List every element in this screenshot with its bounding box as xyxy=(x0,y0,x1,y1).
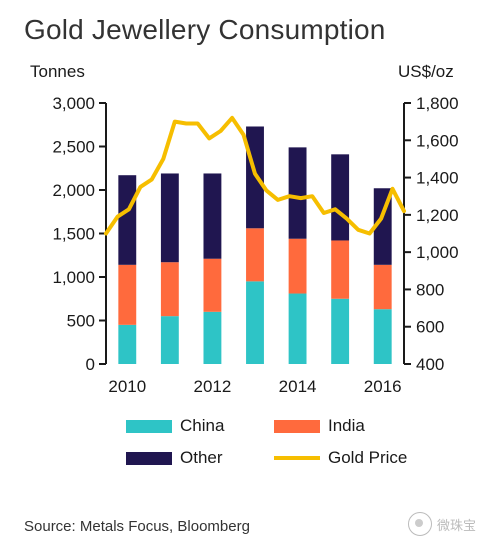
legend-item-other: Other xyxy=(126,448,223,468)
legend-item-gold-price: Gold Price xyxy=(274,448,407,468)
bar-india-2015 xyxy=(331,240,350,299)
right-axis-tick-label: 1,600 xyxy=(416,131,459,150)
watermark-text: 微珠宝 xyxy=(436,517,476,533)
bar-india-2010 xyxy=(118,264,137,325)
legend-label-china: China xyxy=(180,416,225,435)
bar-china-2012 xyxy=(203,311,222,364)
bar-china-2010 xyxy=(118,324,137,364)
legend-item-india: India xyxy=(274,416,365,436)
legend-label-india: India xyxy=(328,416,365,435)
left-axis-tick-label: 1,500 xyxy=(52,225,95,244)
gold-price-series-line xyxy=(104,115,406,236)
legend-swatch-china xyxy=(126,419,172,433)
right-axis-tick-label: 600 xyxy=(416,318,444,337)
legend-swatch-gold-price xyxy=(274,456,320,460)
bar-india-2013 xyxy=(246,228,264,282)
chart-labels: 0 500 1,000 1,500 2,000 2,500 3,000 400 600 800 1,… xyxy=(30,62,459,396)
bar-other-2011 xyxy=(160,173,179,263)
legend-label-gold-price: Gold Price xyxy=(328,448,408,467)
x-axis-tick-label: 2014 xyxy=(279,377,317,396)
left-axis-tick-label: 3,000 xyxy=(52,94,95,113)
legend-item-china: China xyxy=(126,416,224,436)
right-axis-title: US$/oz xyxy=(398,62,454,81)
bar-other-2015 xyxy=(331,154,350,241)
bar-other-2014 xyxy=(288,147,307,239)
source-note: Source: Metals Focus, Bloomberg xyxy=(24,518,250,535)
right-axis-tick-label: 1,800 xyxy=(416,94,459,113)
right-axis-tick-label: 1,000 xyxy=(416,243,459,262)
right-axis-tick-label: 1,200 xyxy=(416,206,459,225)
chart-title: Gold Jewellery Consumption xyxy=(24,14,386,45)
bar-china-2011 xyxy=(160,316,179,364)
chart-gold-price-line xyxy=(104,115,406,236)
bar-india-2014 xyxy=(288,238,307,294)
x-axis-tick-label: 2012 xyxy=(194,377,232,396)
bar-china-2016 xyxy=(373,309,392,364)
left-axis-tick-label: 0 xyxy=(86,355,95,374)
legend-swatch-india xyxy=(274,419,320,433)
bar-china-2015 xyxy=(331,298,350,364)
bar-india-2016 xyxy=(373,264,392,310)
right-axis-tick-label: 800 xyxy=(416,280,444,299)
left-axis-tick-label: 1,000 xyxy=(52,268,95,287)
watermark: 微珠宝 xyxy=(407,512,476,536)
bar-china-2013 xyxy=(246,281,264,364)
right-axis-tick-label: 400 xyxy=(416,355,444,374)
right-axis-tick-label: 1,400 xyxy=(416,169,459,188)
legend-label-other: Other xyxy=(180,448,223,467)
left-axis-tick-label: 2,000 xyxy=(52,181,95,200)
bar-china-2014 xyxy=(288,293,307,364)
left-axis-tick-label: 2,500 xyxy=(52,138,95,157)
legend-swatch-other xyxy=(126,451,172,465)
chart-axes xyxy=(99,102,411,365)
bar-other-2012 xyxy=(203,173,222,259)
left-axis-title: Tonnes xyxy=(30,62,85,81)
bar-other-2013 xyxy=(246,126,264,229)
wechat-icon xyxy=(407,512,432,536)
left-axis-tick-label: 500 xyxy=(67,312,95,331)
x-axis-tick-label: 2010 xyxy=(108,377,146,396)
bar-india-2012 xyxy=(203,258,222,312)
x-axis-tick-label: 2016 xyxy=(364,377,402,396)
bar-india-2011 xyxy=(160,262,179,317)
bar-other-2010 xyxy=(118,175,137,265)
